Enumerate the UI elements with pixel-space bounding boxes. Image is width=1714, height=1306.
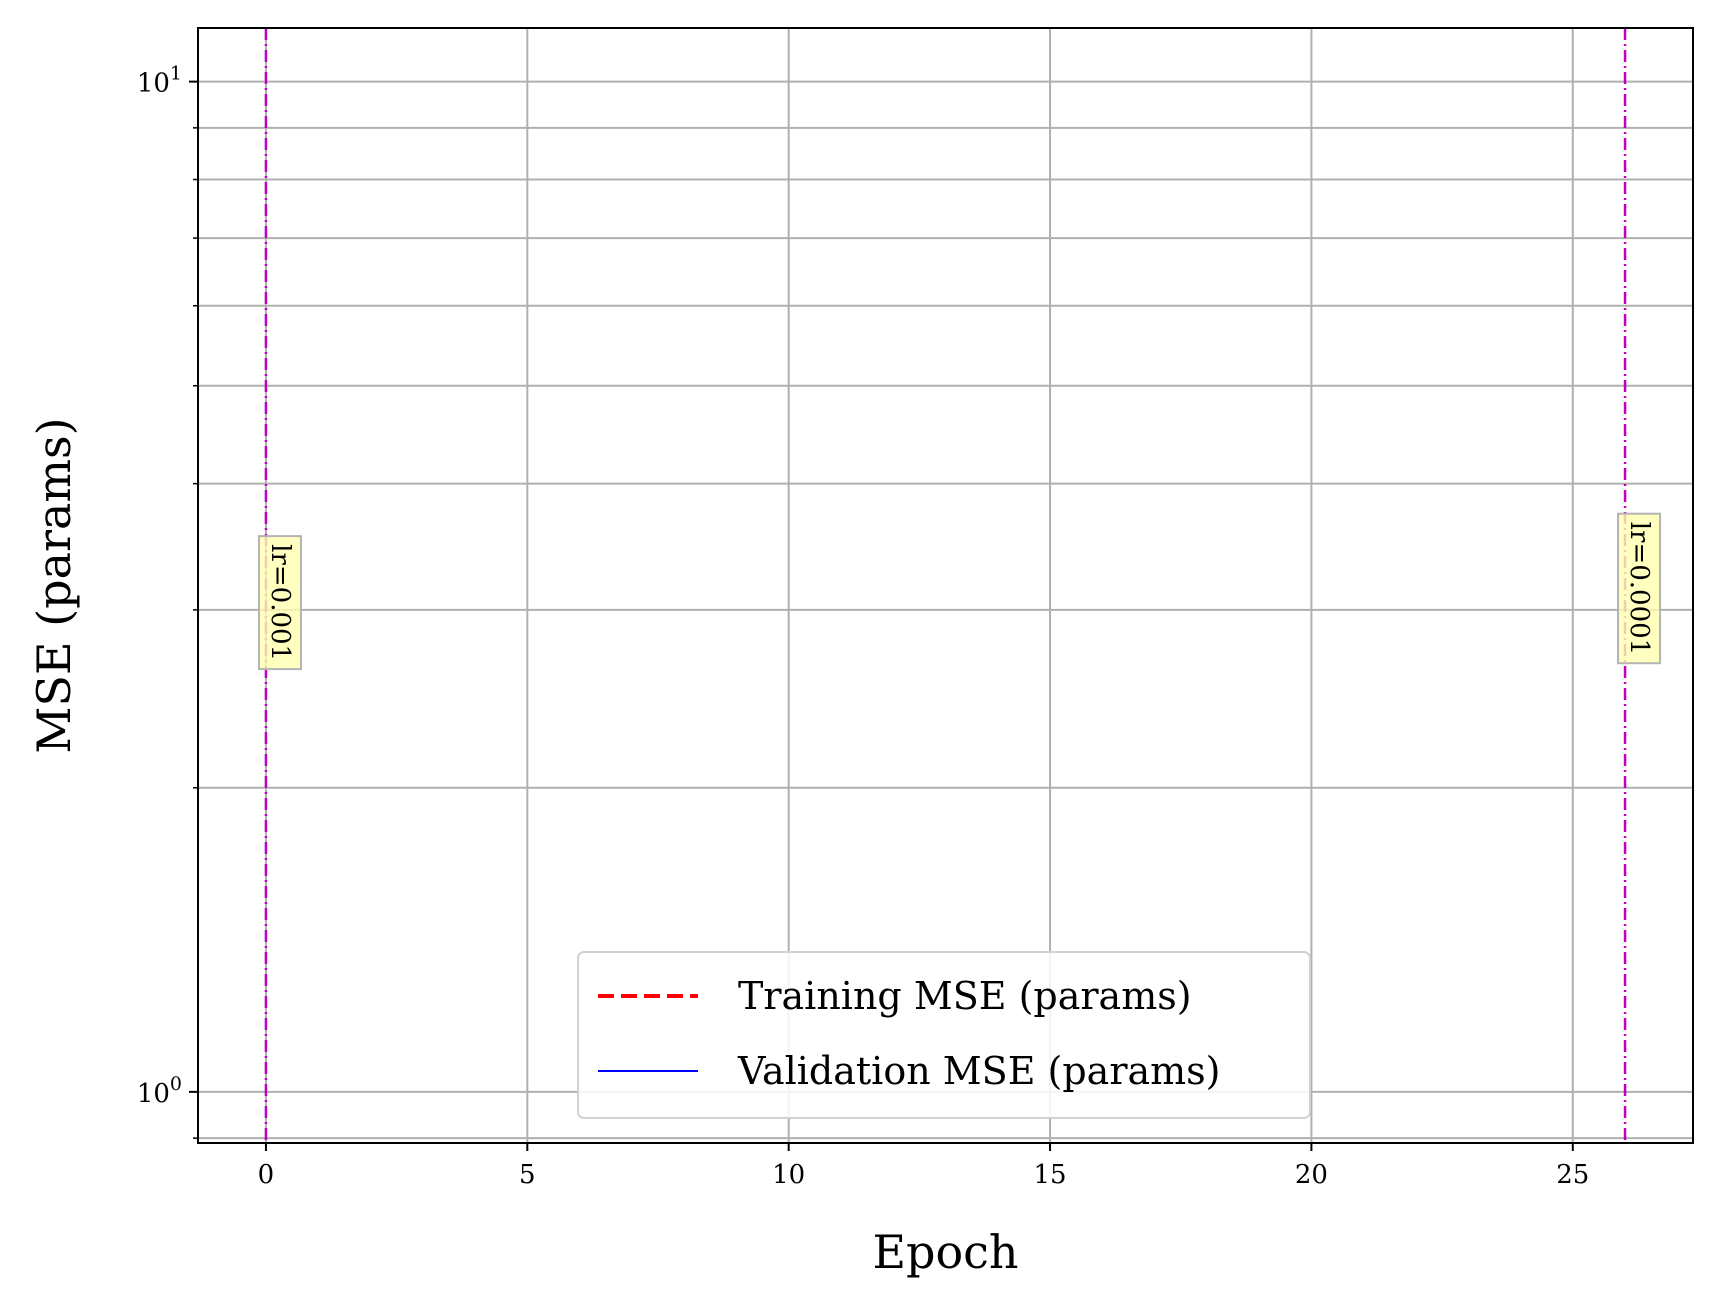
legend-label-validation: Validation MSE (params) bbox=[737, 1049, 1221, 1093]
lr-annotation: lr=0.001 bbox=[257, 535, 302, 671]
x-tick-label: 0 bbox=[258, 1160, 275, 1190]
lr-annotation-text: lr=0.0001 bbox=[1624, 522, 1654, 656]
x-tick-label: 10 bbox=[772, 1160, 805, 1190]
y-axis-label: MSE (params) bbox=[27, 417, 81, 753]
x-tick-label: 25 bbox=[1556, 1160, 1589, 1190]
legend: Training MSE (params) Validation MSE (pa… bbox=[577, 951, 1311, 1119]
lr-lines: lr=0.001 lr=0.0001 bbox=[257, 28, 1662, 1143]
lr-annotation-box bbox=[257, 535, 302, 671]
lr-annotation-box bbox=[1617, 512, 1662, 665]
y-tick-label: 101 bbox=[137, 63, 182, 99]
legend-box bbox=[577, 951, 1311, 1119]
x-tick-label: 5 bbox=[519, 1160, 536, 1190]
axis-ticks: 0 5 10 15 20 25 100 101 bbox=[137, 63, 1590, 1190]
lr-annotation: lr=0.0001 bbox=[1617, 512, 1662, 665]
x-tick-label: 20 bbox=[1295, 1160, 1328, 1190]
lr-annotation-text: lr=0.001 bbox=[265, 544, 295, 661]
x-axis-label: Epoch bbox=[872, 1225, 1018, 1279]
plot-frame bbox=[197, 27, 1694, 1144]
grid-lines bbox=[198, 28, 1693, 1143]
legend-label-training: Training MSE (params) bbox=[738, 974, 1192, 1018]
x-tick-label: 15 bbox=[1033, 1160, 1066, 1190]
y-tick-label: 100 bbox=[137, 1073, 182, 1109]
